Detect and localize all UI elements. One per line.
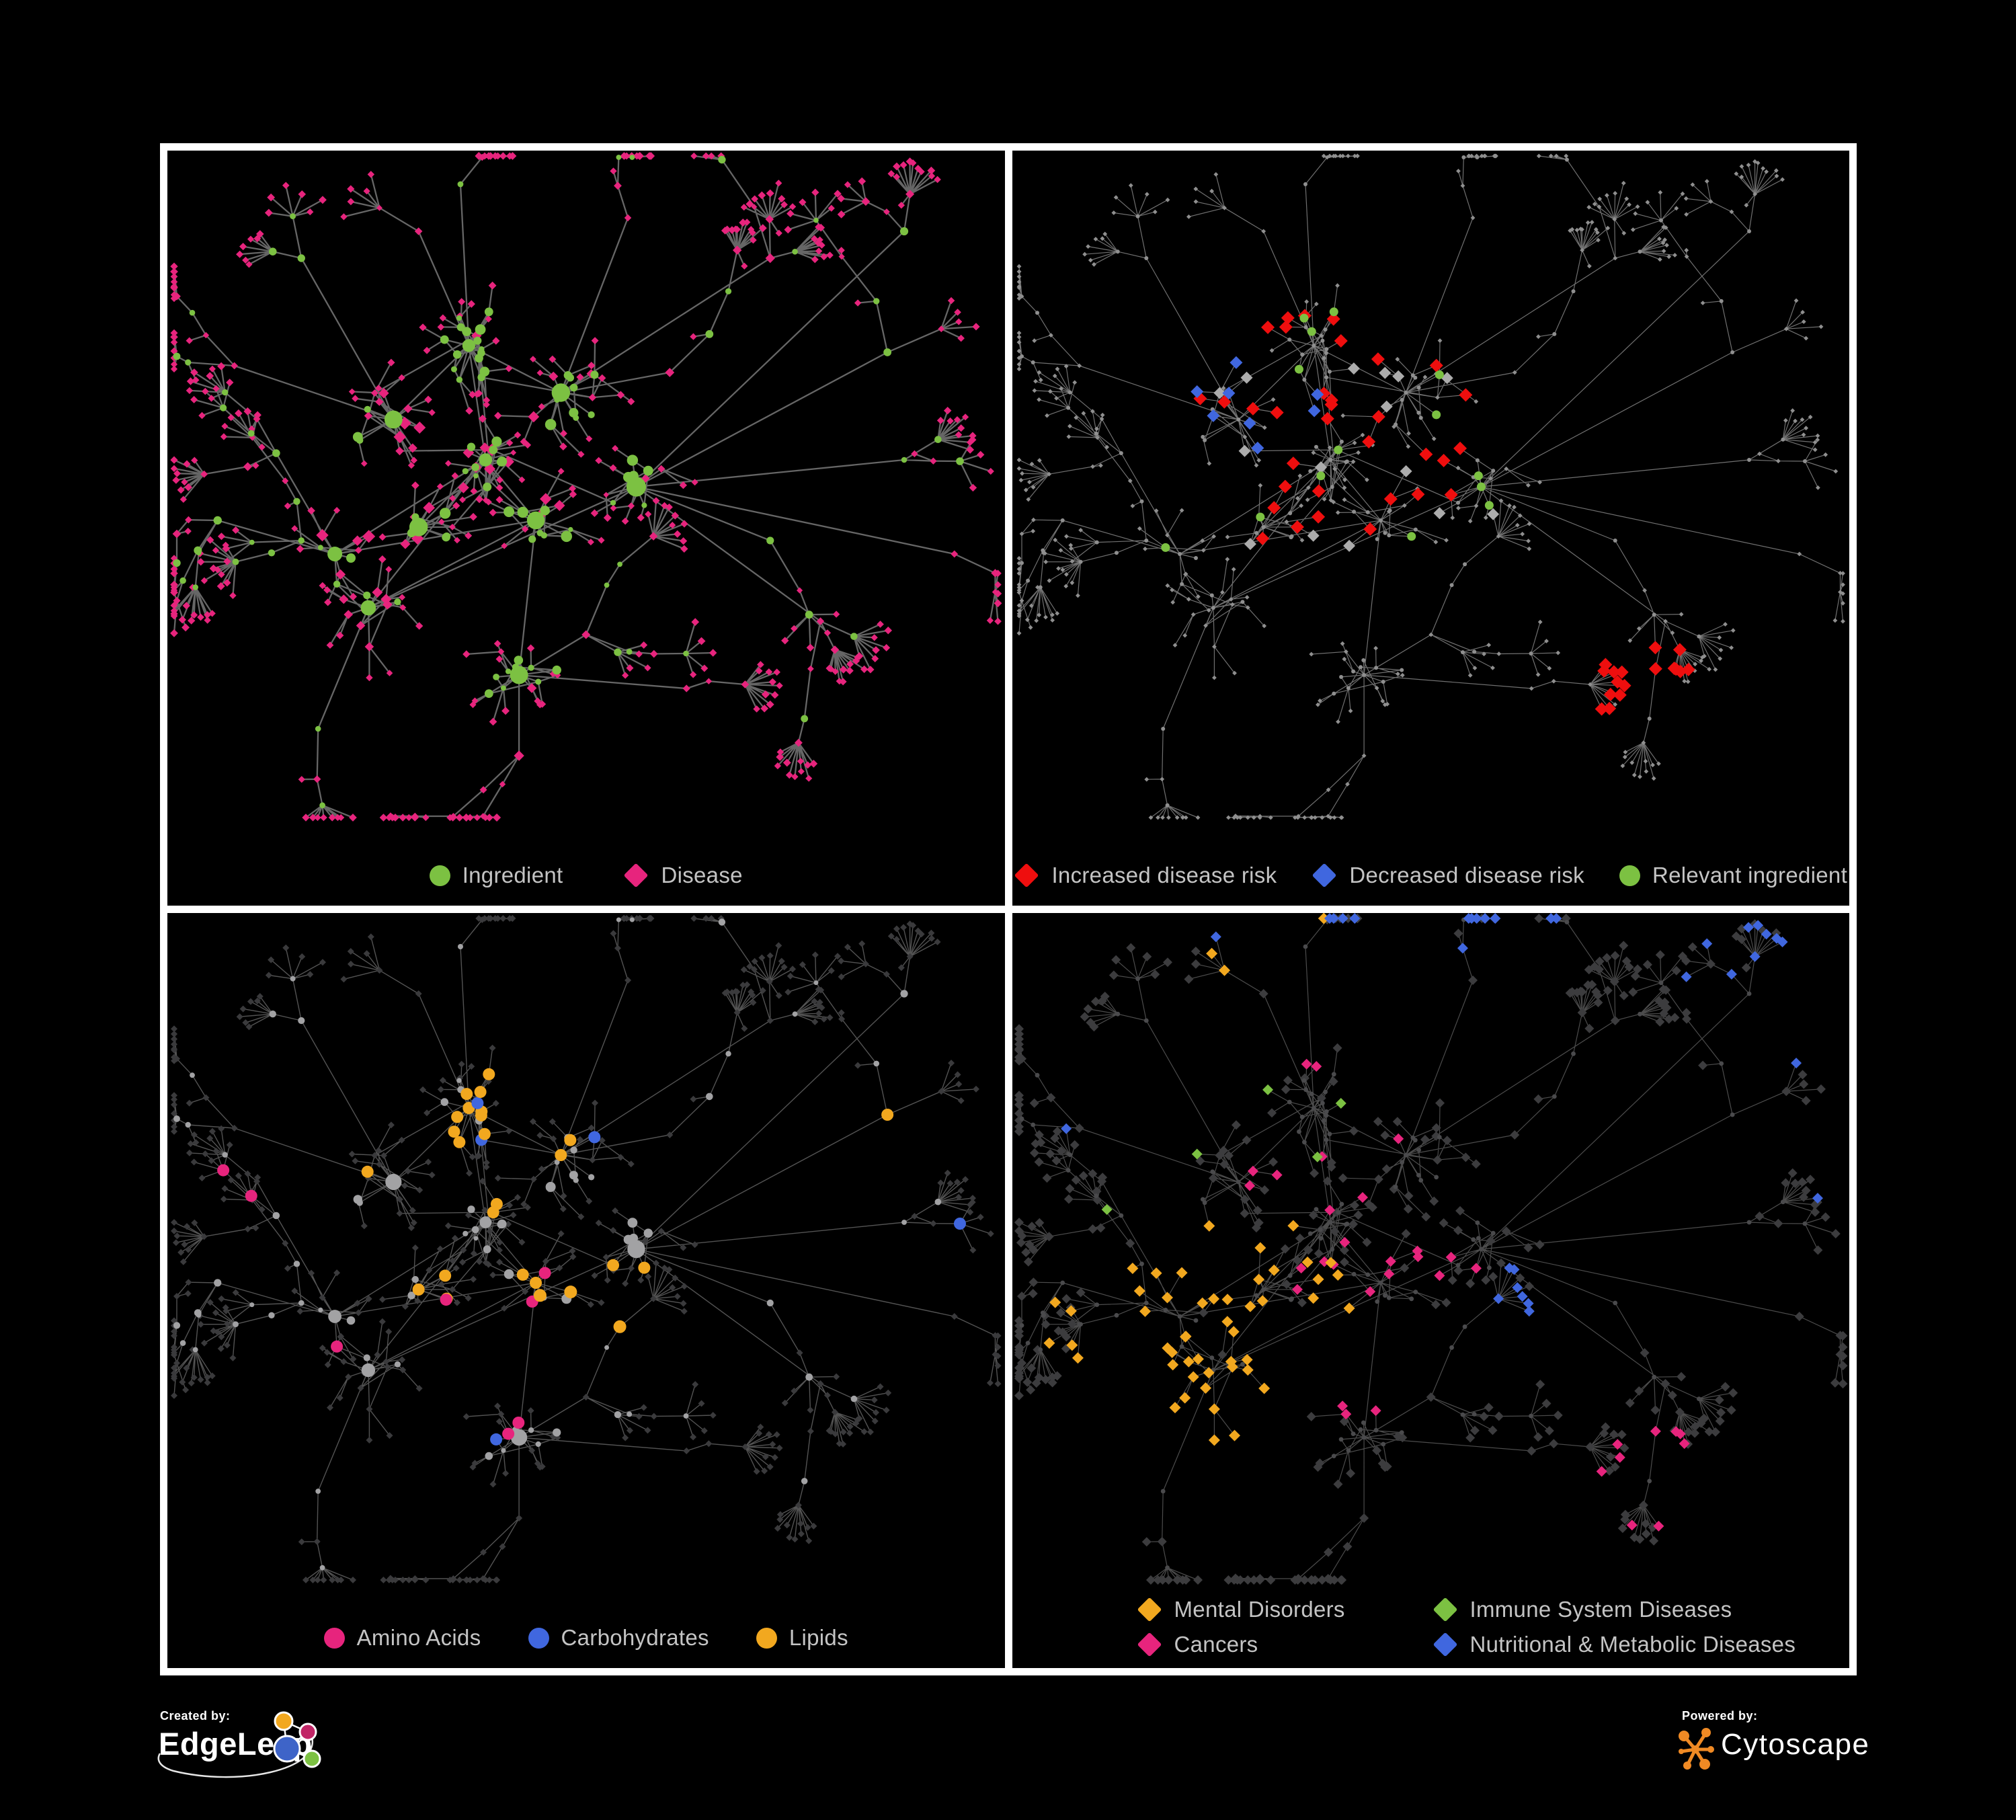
- powered-by-block: Powered by: Cytoscape: [1671, 1709, 1893, 1790]
- circle-marker-icon: [429, 865, 450, 886]
- legend-label: Increased disease risk: [1051, 863, 1277, 887]
- circle-marker-icon: [323, 1627, 345, 1649]
- network-graph-nutrient-classes: [171, 915, 1002, 1583]
- cytoscape-logo-icon: [1679, 1728, 1714, 1770]
- diamond-marker-icon: [1137, 1632, 1162, 1657]
- legend-item-relevant-ingredient: Relevant ingredient: [1619, 863, 1847, 888]
- legend-label: Carbohydrates: [561, 1625, 709, 1650]
- legend-disease-categories: Mental Disorders Immune System Diseases Ca…: [1137, 1597, 1796, 1657]
- diamond-marker-icon: [1433, 1597, 1457, 1622]
- legend-label: Mental Disorders: [1174, 1597, 1345, 1622]
- legend-ingredient-disease: Ingredient Disease: [167, 863, 1005, 888]
- legend-label: Amino Acids: [356, 1625, 481, 1650]
- circle-marker-icon: [1619, 865, 1640, 886]
- legend-item-disease: Disease: [623, 863, 742, 888]
- legend-label: Lipids: [789, 1625, 848, 1650]
- powered-by-label: Powered by:: [1682, 1709, 1758, 1723]
- edgeleap-logo-icon: [273, 1711, 321, 1768]
- legend-label: Decreased disease risk: [1349, 863, 1584, 887]
- legend-item-lipids: Lipids: [756, 1625, 848, 1651]
- legend-item-mental-disorders: Mental Disorders: [1137, 1597, 1433, 1622]
- legend-item-increased-disease-risk: Increased disease risk: [1014, 863, 1277, 888]
- network-graph-disease-categories: [1014, 913, 1847, 1585]
- legend-item-decreased-disease-risk: Decreased disease risk: [1312, 863, 1584, 888]
- panel-ingredient-disease: Ingredient Disease: [167, 151, 1005, 906]
- legend-item-immune-system-diseases: Immune System Diseases: [1433, 1597, 1796, 1622]
- diamond-marker-icon: [624, 863, 649, 888]
- legend-item-cancers: Cancers: [1137, 1632, 1433, 1657]
- created-by-label: Created by:: [160, 1709, 231, 1723]
- cytoscape-brand-name: Cytoscape: [1721, 1728, 1870, 1761]
- panel-nutrient-classes: Amino Acids Carbohydrates Lipids: [167, 913, 1005, 1668]
- network-graph-disease-risk: [1016, 153, 1845, 820]
- legend-disease-risk: Increased disease risk Decreased disease …: [1012, 863, 1850, 888]
- panel-disease-categories: Mental Disorders Immune System Diseases Ca…: [1012, 913, 1849, 1668]
- diamond-marker-icon: [1433, 1632, 1457, 1657]
- panel-disease-risk: Increased disease risk Decreased disease …: [1012, 151, 1850, 906]
- diamond-marker-icon: [1014, 863, 1039, 888]
- diamond-marker-icon: [1137, 1597, 1162, 1622]
- legend-item-ingredient: Ingredient: [429, 863, 563, 888]
- created-by-block: Created by: EdgeLeap: [153, 1709, 348, 1796]
- legend-label: Cancers: [1174, 1632, 1258, 1657]
- legend-item-carbohydrates: Carbohydrates: [528, 1625, 709, 1651]
- circle-marker-icon: [528, 1627, 549, 1649]
- legend-label: Disease: [661, 863, 743, 887]
- legend-label: Ingredient: [462, 863, 563, 887]
- diamond-marker-icon: [1312, 863, 1337, 888]
- legend-label: Nutritional & Metabolic Diseases: [1469, 1632, 1796, 1657]
- legend-label: Relevant ingredient: [1652, 863, 1848, 887]
- circle-marker-icon: [756, 1627, 777, 1649]
- legend-label: Immune System Diseases: [1469, 1597, 1732, 1622]
- legend-item-nutritional-metabolic-diseases: Nutritional & Metabolic Diseases: [1433, 1632, 1796, 1657]
- legend-nutrient-classes: Amino Acids Carbohydrates Lipids: [167, 1625, 1005, 1651]
- legend-item-amino-acids: Amino Acids: [323, 1625, 481, 1651]
- panel-grid: Ingredient Disease Increased disease risk…: [160, 143, 1857, 1675]
- network-graph-ingredient-disease: [170, 152, 1002, 822]
